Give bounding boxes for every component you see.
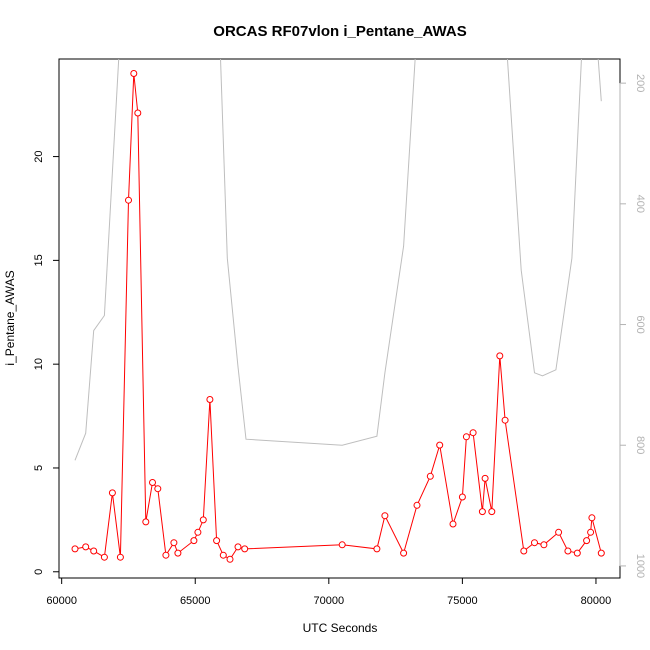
data-point: [226, 555, 234, 563]
x-axis-label: UTC Seconds: [303, 621, 378, 635]
primary-series: [71, 70, 605, 563]
secondary-tick-label: 600: [634, 315, 646, 333]
y-tick-label: 10: [33, 358, 45, 370]
data-point: [587, 528, 595, 536]
data-point: [125, 196, 132, 204]
data-point: [555, 528, 563, 536]
x-tick-label: 60000: [46, 595, 77, 607]
y-axis-label: i_Pentane_AWAS: [3, 270, 17, 365]
y-tick-label: 5: [33, 465, 45, 471]
data-point: [501, 416, 509, 424]
data-point: [241, 545, 249, 553]
data-point: [142, 518, 150, 526]
data-point: [481, 474, 489, 482]
y-tick-label: 15: [33, 254, 45, 266]
data-point: [540, 541, 548, 549]
data-point: [573, 549, 581, 557]
data-point: [413, 501, 421, 509]
data-point: [154, 485, 162, 493]
data-point: [82, 543, 90, 551]
x-tick-label: 80000: [581, 595, 612, 607]
data-point: [469, 429, 477, 437]
data-point: [194, 528, 202, 536]
data-point: [478, 508, 486, 516]
data-point: [400, 549, 408, 557]
data-point: [170, 539, 178, 547]
y-tick-label: 0: [33, 569, 45, 575]
data-point: [234, 543, 242, 551]
data-point: [449, 520, 457, 528]
x-tick-label: 75000: [447, 595, 478, 607]
data-point: [174, 549, 182, 557]
data-point: [199, 516, 207, 524]
chart-title: ORCAS RF07vlon i_Pentane_AWAS: [213, 23, 466, 40]
data-point: [71, 545, 79, 553]
secondary-tick-label: 200: [634, 74, 646, 92]
data-point: [213, 537, 221, 545]
data-point: [116, 553, 124, 561]
y-axis: 0 5 10 15 20: [33, 150, 60, 575]
data-point: [100, 553, 108, 561]
data-point: [373, 545, 381, 553]
primary-series-line: [74, 73, 602, 560]
data-point: [462, 433, 470, 441]
data-point: [531, 539, 538, 547]
data-point: [496, 352, 504, 360]
data-point: [520, 547, 528, 555]
x-tick-label: 65000: [180, 595, 211, 607]
data-point: [149, 479, 156, 486]
data-point: [597, 549, 605, 557]
data-point: [162, 551, 170, 559]
data-point: [436, 441, 444, 449]
data-point: [108, 489, 116, 497]
y-tick-label: 20: [33, 150, 45, 162]
x-axis: 60000 65000 70000 75000 80000: [46, 577, 612, 607]
data-point: [588, 514, 596, 522]
data-point: [583, 537, 591, 545]
secondary-tick-label: 1000: [634, 554, 646, 578]
data-point: [426, 472, 434, 480]
secondary-y-axis: 200 400 600 800 1000: [619, 74, 646, 578]
data-point: [134, 109, 142, 117]
data-point: [130, 70, 138, 77]
data-point: [206, 396, 214, 403]
data-point: [338, 541, 346, 549]
data-point: [90, 547, 98, 555]
x-tick-label: 70000: [314, 595, 345, 607]
plot-area: [58, 58, 621, 579]
data-point: [190, 537, 198, 545]
data-point: [458, 493, 466, 501]
secondary-tick-label: 800: [634, 436, 646, 454]
data-point: [488, 508, 496, 516]
data-point: [564, 547, 572, 555]
data-point: [219, 551, 227, 559]
secondary-series: [74, 59, 602, 461]
secondary-tick-label: 400: [634, 195, 646, 213]
secondary-series-line: [74, 59, 602, 461]
data-point: [381, 512, 389, 520]
